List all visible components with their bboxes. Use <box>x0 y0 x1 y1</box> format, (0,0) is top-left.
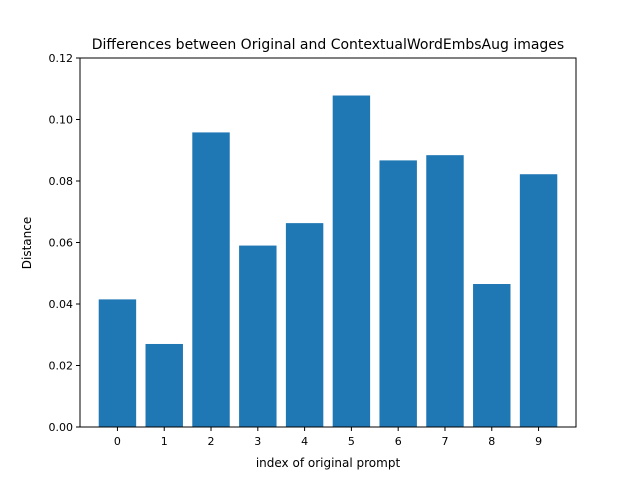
x-tick-label: 4 <box>301 435 308 448</box>
bar-5 <box>332 95 371 427</box>
bar-0 <box>98 299 137 427</box>
bar-8 <box>473 284 511 427</box>
x-axis-ticks: 0 1 2 3 4 5 6 7 8 9 <box>114 427 542 448</box>
bar-1 <box>145 343 183 427</box>
y-tick-label: 0.02 <box>49 360 74 373</box>
x-tick-label: 5 <box>348 435 355 448</box>
x-tick-label: 9 <box>535 435 542 448</box>
bars <box>98 95 558 428</box>
x-tick-label: 8 <box>488 435 495 448</box>
y-tick-label: 0.12 <box>49 52 74 65</box>
x-tick-label: 7 <box>441 435 448 448</box>
bar-7 <box>426 155 464 428</box>
bar-4 <box>285 223 324 427</box>
bar-3 <box>239 245 277 427</box>
x-tick-label: 1 <box>161 435 168 448</box>
x-axis-label: index of original prompt <box>256 456 401 470</box>
y-tick-label: 0.00 <box>49 421 74 434</box>
y-tick-label: 0.06 <box>49 237 74 250</box>
chart-title: Differences between Original and Context… <box>92 37 564 53</box>
bar-2 <box>192 132 230 428</box>
y-axis-ticks: 0.00 0.02 0.04 0.06 0.08 0.10 0.12 <box>49 52 80 434</box>
x-tick-label: 0 <box>114 435 121 448</box>
bar-9 <box>519 174 558 427</box>
y-tick-label: 0.04 <box>49 298 74 311</box>
x-tick-label: 3 <box>254 435 261 448</box>
y-axis-label: Distance <box>20 217 34 269</box>
y-tick-label: 0.08 <box>49 175 74 188</box>
y-tick-label: 0.10 <box>49 114 74 127</box>
bar-6 <box>379 160 417 427</box>
x-tick-label: 2 <box>208 435 215 448</box>
x-tick-label: 6 <box>395 435 402 448</box>
